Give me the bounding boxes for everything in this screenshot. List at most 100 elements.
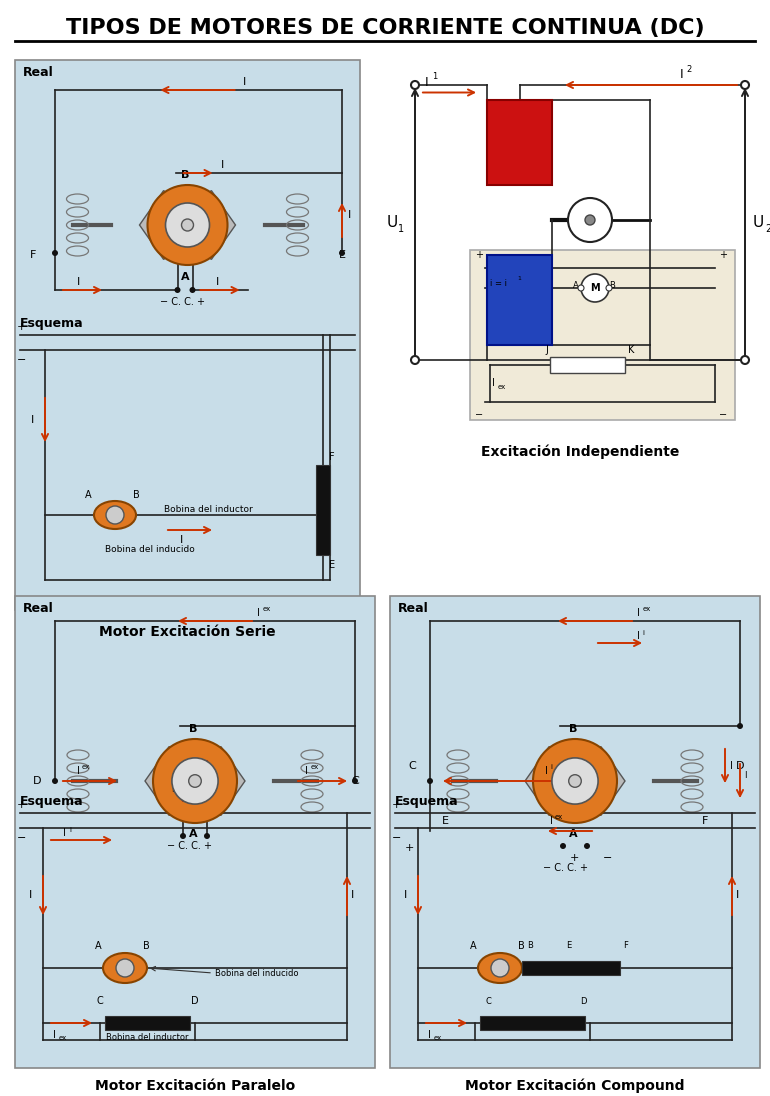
Text: A: A	[573, 281, 579, 289]
Text: B: B	[133, 490, 139, 500]
Text: 2: 2	[686, 65, 691, 73]
Bar	[15, 596, 375, 1068]
Text: I: I	[744, 772, 746, 780]
Text: ex: ex	[498, 384, 506, 390]
Circle shape	[491, 959, 509, 977]
Text: I: I	[31, 415, 34, 425]
Text: I: I	[680, 68, 684, 81]
Circle shape	[106, 506, 124, 524]
Text: Bobina del inductor: Bobina del inductor	[164, 505, 253, 514]
Text: I: I	[545, 766, 548, 776]
Text: Motor Excitación Paralelo: Motor Excitación Paralelo	[95, 1078, 295, 1093]
Text: −: −	[475, 410, 483, 420]
Text: F: F	[329, 452, 335, 463]
Text: ex: ex	[555, 814, 563, 820]
Circle shape	[153, 739, 237, 823]
Text: A: A	[181, 272, 190, 282]
Circle shape	[741, 356, 749, 364]
Text: +: +	[392, 800, 401, 810]
Text: 2: 2	[765, 225, 770, 235]
Text: ex: ex	[82, 764, 90, 770]
Text: I: I	[305, 766, 308, 776]
Circle shape	[166, 203, 209, 247]
Circle shape	[189, 775, 201, 787]
Text: B: B	[143, 941, 149, 951]
Text: B: B	[609, 281, 615, 289]
Text: ex: ex	[263, 606, 271, 612]
Text: E: E	[339, 250, 346, 260]
Circle shape	[172, 758, 218, 804]
Text: I: I	[492, 378, 495, 388]
Bar	[480, 1016, 585, 1030]
Circle shape	[52, 778, 58, 784]
Text: I: I	[637, 631, 640, 641]
Text: +: +	[405, 843, 414, 853]
Text: i: i	[214, 767, 216, 773]
Text: C: C	[351, 776, 359, 786]
Text: F: F	[701, 817, 708, 826]
Text: I: I	[53, 1030, 56, 1040]
Text: A: A	[470, 941, 477, 951]
Text: I: I	[243, 77, 246, 87]
Text: I: I	[77, 766, 80, 776]
Circle shape	[52, 250, 58, 256]
Text: −: −	[17, 355, 26, 365]
Circle shape	[560, 843, 566, 849]
Text: I: I	[425, 76, 429, 89]
Ellipse shape	[94, 501, 136, 529]
Circle shape	[411, 81, 419, 89]
Text: I: I	[220, 160, 224, 170]
Wedge shape	[145, 746, 187, 815]
Wedge shape	[203, 746, 245, 815]
Bar	[522, 961, 620, 975]
Text: D: D	[736, 761, 745, 770]
Circle shape	[585, 215, 595, 225]
Text: E: E	[441, 817, 448, 826]
Text: I: I	[730, 761, 733, 770]
Bar	[487, 100, 552, 185]
Circle shape	[189, 287, 196, 293]
Circle shape	[737, 723, 743, 729]
Text: U: U	[753, 215, 765, 230]
Bar	[15, 60, 360, 610]
Text: I: I	[216, 277, 219, 287]
Text: i: i	[642, 630, 644, 636]
Text: +: +	[17, 322, 26, 332]
Text: I: I	[348, 210, 351, 220]
Text: I: I	[736, 890, 739, 900]
Text: I: I	[180, 535, 183, 545]
Text: I: I	[351, 890, 354, 900]
Text: 1: 1	[398, 225, 404, 235]
Bar	[550, 357, 625, 373]
Circle shape	[116, 959, 134, 977]
Wedge shape	[583, 746, 625, 815]
Bar	[105, 1016, 190, 1030]
Text: +: +	[719, 250, 727, 260]
Circle shape	[578, 285, 584, 292]
Wedge shape	[193, 191, 236, 260]
Text: i: i	[550, 764, 552, 770]
Text: A: A	[189, 829, 197, 840]
Circle shape	[568, 198, 612, 242]
Circle shape	[180, 833, 186, 840]
Text: A: A	[85, 490, 92, 500]
Text: E: E	[566, 941, 571, 950]
Text: Bobina del inductor: Bobina del inductor	[106, 1034, 189, 1042]
Text: F: F	[623, 941, 628, 950]
Circle shape	[741, 81, 749, 89]
Text: B: B	[181, 170, 189, 180]
Text: Real: Real	[398, 602, 429, 615]
Text: I: I	[63, 827, 66, 838]
Text: A: A	[569, 829, 578, 840]
Text: I: I	[404, 890, 407, 900]
Circle shape	[584, 843, 590, 849]
Text: I: I	[77, 277, 80, 287]
Circle shape	[533, 739, 617, 823]
Text: D: D	[580, 996, 587, 1005]
Circle shape	[182, 219, 193, 231]
Text: C: C	[96, 996, 103, 1006]
Text: i = i: i = i	[490, 278, 507, 287]
Text: I: I	[210, 768, 213, 777]
Text: I: I	[550, 817, 553, 826]
Text: Bobina del inducido: Bobina del inducido	[105, 546, 195, 555]
